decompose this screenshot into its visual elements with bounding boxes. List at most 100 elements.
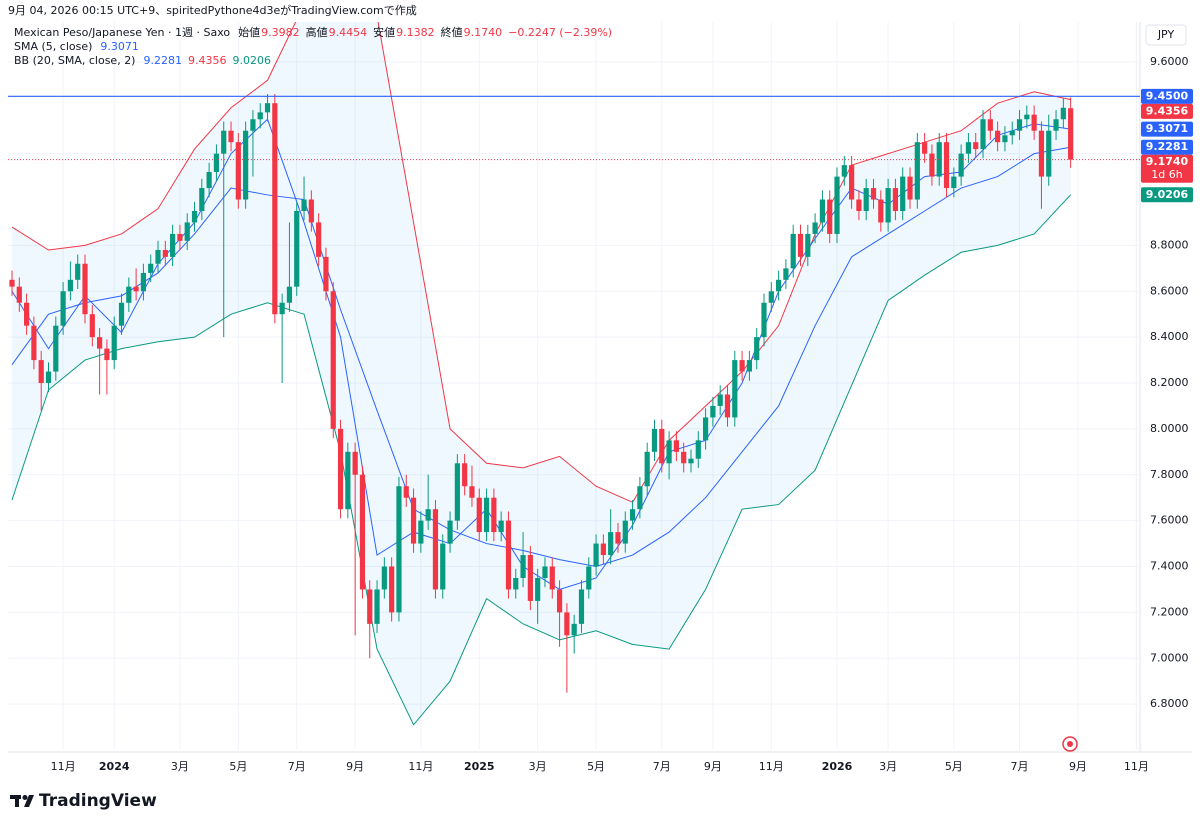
candle-body [885,188,891,223]
candle-body [440,543,446,590]
candle-body [754,337,760,361]
legend-text: −0.2247 (−2.39%) [508,26,612,39]
candle-body [1024,114,1030,120]
candle-body [250,119,256,131]
logo-mark [15,795,19,807]
legend-text: 9.4454 [329,26,368,39]
candle-body [111,325,117,361]
x-tick-label: 9月 [346,760,364,773]
candle-body [308,199,314,223]
candle-body [170,233,176,257]
candle-body [374,589,380,624]
candle-body [425,509,431,521]
candle-body [600,543,606,556]
candle-body [965,142,972,154]
candle-body [805,233,811,257]
price-label-box [1141,88,1193,104]
y-tick-label: 7.4000 [1150,560,1189,573]
y-tick-label: 7.2000 [1150,605,1189,618]
x-tick-label: 5月 [229,760,247,773]
candle-body [907,176,913,200]
candle-body [717,394,723,406]
candle-body [75,263,81,280]
currency[interactable]: JPY [1157,28,1175,41]
x-tick-label: 5月 [945,760,963,773]
candle-body [330,291,336,429]
candle-body [637,486,643,510]
legend-text: 9.1382 [396,26,435,39]
y-tick-label: 8.4000 [1150,330,1189,343]
candle-body [666,440,672,464]
candle-body [221,130,227,154]
indicator-line [11,22,1071,503]
legend-text: 9.3982 [261,26,300,39]
candle-body [199,188,205,211]
legend-text: 9.2281 [143,54,182,67]
price-label-box [1141,139,1193,155]
countdown: 1d 6h [1151,168,1182,181]
candle-body [16,286,22,303]
candle-body [410,497,417,544]
candle-body [359,474,366,590]
candle-body [513,577,519,590]
x-tick-label: 11月 [408,760,433,773]
candle-body [1060,107,1066,120]
candle-body [958,153,964,177]
candle-body [381,566,387,590]
currency-box[interactable] [1145,24,1187,46]
candle-body [892,188,899,211]
candle-body [1053,119,1059,131]
candle-body [768,291,774,303]
legend-text: BB (20, SMA, close, 2) [14,54,135,67]
x-tick-label: 7月 [288,760,306,773]
candle-body [294,210,300,287]
candle-body [279,302,285,315]
candle-body [739,360,745,372]
candle-body [498,520,504,533]
brand: TradingView [39,791,157,811]
candle-body [118,302,125,326]
legend-text: 安値 [373,25,395,39]
candle-body [345,451,351,510]
candle-body [272,103,278,315]
candle-body [1046,130,1052,177]
candle-body [1016,119,1023,131]
candle-body [542,566,548,578]
candle-body [1068,108,1074,160]
candle-body [45,371,52,384]
candle-body [659,428,665,464]
logo-mark [22,795,28,800]
candle-body [24,302,30,326]
candle-body [418,520,424,544]
candle-body [841,165,847,177]
y-tick-label: 8.8000 [1150,238,1189,251]
candle-body [1038,130,1045,177]
candle-body [936,142,942,177]
candle-body [644,451,650,487]
candle-body [89,314,95,338]
candle-body [943,142,950,189]
price-label: 9.3071 [1146,122,1188,135]
candle-body [797,233,804,257]
price-label-box [1141,121,1193,137]
event-marker-dot [1067,741,1073,747]
x-tick-label: 5月 [587,760,605,773]
plot [8,22,1140,726]
candle-body [491,497,497,533]
candle-body [863,188,869,211]
candle-body [622,520,628,544]
y-tick-label: 9.6000 [1150,55,1189,68]
x-tick-label: 7月 [1011,760,1029,773]
candle-body [301,199,307,211]
candle-body [527,555,533,601]
candle-body [235,142,241,200]
candle-body [483,497,490,533]
x-tick-label: 7月 [653,760,671,773]
candle-body [973,142,979,150]
candle-body [38,360,44,384]
candle-body [337,428,344,510]
candle-body [827,199,833,234]
candle-body [783,268,789,280]
x-tick-label: 3月 [529,760,547,773]
